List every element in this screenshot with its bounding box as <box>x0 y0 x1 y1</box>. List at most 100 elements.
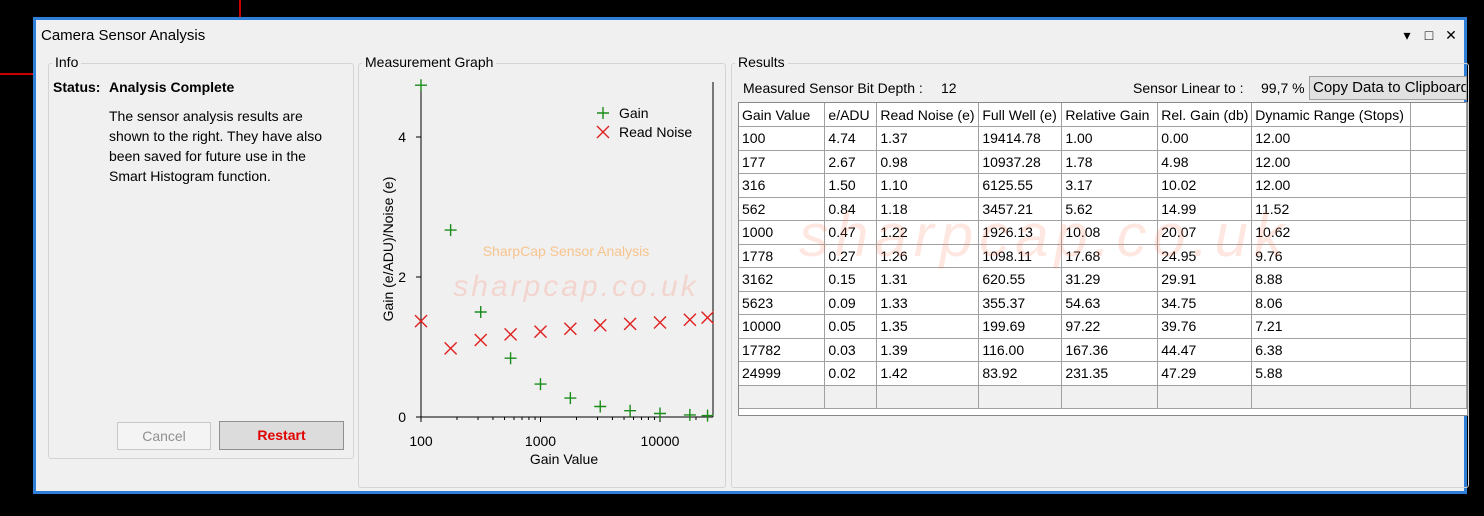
table-cell[interactable]: 10.62 <box>1251 220 1412 245</box>
table-cell[interactable]: 116.00 <box>978 338 1063 362</box>
table-cell[interactable]: 1.42 <box>876 361 980 386</box>
column-header[interactable]: Relative Gain <box>1061 103 1159 127</box>
table-cell[interactable]: 0.27 <box>824 244 878 268</box>
table-cell-empty[interactable] <box>1410 385 1467 409</box>
table-cell[interactable]: 44.47 <box>1157 338 1253 362</box>
column-header[interactable]: Rel. Gain (db) <box>1157 103 1253 127</box>
dropdown-icon[interactable]: ▾ <box>1403 27 1411 43</box>
table-cell[interactable]: 620.55 <box>978 267 1063 292</box>
table-cell[interactable]: 83.92 <box>978 361 1063 386</box>
table-cell[interactable]: 47.29 <box>1157 361 1253 386</box>
column-header[interactable]: e/ADU <box>824 103 878 127</box>
table-row[interactable]: 5623 0.09 1.33 355.37 54.63 34.75 8.06 <box>739 291 1467 315</box>
table-cell[interactable]: 0.00 <box>1157 126 1253 151</box>
table-row[interactable]: 316 1.50 1.10 6125.55 3.17 10.02 12.00 <box>739 173 1467 198</box>
table-cell[interactable]: 4.74 <box>824 126 878 151</box>
table-cell-empty[interactable] <box>876 385 980 409</box>
column-header[interactable]: Full Well (e) <box>978 103 1063 127</box>
results-table-container[interactable]: Gain Value e/ADU Read Noise (e) Full Well (… <box>738 102 1468 416</box>
table-cell[interactable]: 5.88 <box>1251 361 1412 386</box>
table-cell[interactable]: 10937.28 <box>978 150 1063 174</box>
table-cell[interactable]: 1.31 <box>876 267 980 292</box>
table-cell[interactable]: 39.76 <box>1157 314 1253 339</box>
table-cell-empty[interactable] <box>739 385 826 409</box>
table-cell[interactable]: 1.78 <box>1061 150 1159 174</box>
restart-button[interactable]: Restart <box>219 421 344 450</box>
table-cell[interactable]: 1.37 <box>876 126 980 151</box>
table-cell[interactable]: 5.62 <box>1061 197 1159 221</box>
table-cell[interactable]: 1098.11 <box>978 244 1063 268</box>
table-cell[interactable]: 11.52 <box>1251 197 1412 221</box>
table-cell[interactable]: 5623 <box>739 291 826 315</box>
table-cell[interactable]: 1.18 <box>876 197 980 221</box>
table-cell[interactable]: 6125.55 <box>978 173 1063 198</box>
table-cell[interactable]: 177 <box>739 150 826 174</box>
table-cell[interactable]: 20.07 <box>1157 220 1253 245</box>
table-cell[interactable]: 0.47 <box>824 220 878 245</box>
table-cell[interactable]: 167.36 <box>1061 338 1159 362</box>
table-cell[interactable]: 24999 <box>739 361 826 386</box>
table-row[interactable]: 177 2.67 0.98 10937.28 1.78 4.98 12.00 <box>739 150 1467 174</box>
table-cell[interactable]: 8.06 <box>1251 291 1412 315</box>
table-cell[interactable]: 0.02 <box>824 361 878 386</box>
table-cell[interactable]: 100 <box>739 126 826 151</box>
table-cell-empty[interactable] <box>1157 385 1253 409</box>
table-cell[interactable]: 10.08 <box>1061 220 1159 245</box>
column-header[interactable]: Read Noise (e) <box>876 103 980 127</box>
new-row[interactable] <box>739 385 1467 409</box>
table-cell[interactable]: 562 <box>739 197 826 221</box>
maximize-icon[interactable]: □ <box>1424 27 1434 43</box>
table-row[interactable]: 562 0.84 1.18 3457.21 5.62 14.99 11.52 <box>739 197 1467 221</box>
table-cell[interactable]: 9.76 <box>1251 244 1412 268</box>
table-cell[interactable]: 24.95 <box>1157 244 1253 268</box>
close-icon[interactable]: ✕ <box>1445 27 1457 43</box>
table-cell[interactable]: 0.05 <box>824 314 878 339</box>
table-cell[interactable]: 34.75 <box>1157 291 1253 315</box>
table-cell[interactable]: 0.15 <box>824 267 878 292</box>
table-cell[interactable]: 12.00 <box>1251 173 1412 198</box>
table-cell[interactable]: 6.38 <box>1251 338 1412 362</box>
table-cell[interactable]: 31.29 <box>1061 267 1159 292</box>
table-row[interactable]: 100 4.74 1.37 19414.78 1.00 0.00 12.00 <box>739 126 1467 151</box>
table-cell[interactable]: 3162 <box>739 267 826 292</box>
table-cell[interactable]: 1.33 <box>876 291 980 315</box>
table-cell[interactable]: 8.88 <box>1251 267 1412 292</box>
table-cell-empty[interactable] <box>978 385 1063 409</box>
table-cell[interactable]: 1.35 <box>876 314 980 339</box>
table-cell[interactable]: 4.98 <box>1157 150 1253 174</box>
table-cell[interactable]: 1.22 <box>876 220 980 245</box>
table-cell[interactable]: 19414.78 <box>978 126 1063 151</box>
table-row[interactable]: 1000 0.47 1.22 1926.13 10.08 20.07 10.62 <box>739 220 1467 245</box>
cancel-button[interactable]: Cancel <box>117 422 211 450</box>
table-cell[interactable]: 1778 <box>739 244 826 268</box>
title-bar[interactable]: Camera Sensor Analysis ▾ □ ✕ <box>36 20 1464 50</box>
table-cell[interactable]: 1.50 <box>824 173 878 198</box>
table-cell[interactable]: 17.68 <box>1061 244 1159 268</box>
table-cell-empty[interactable] <box>1251 385 1412 409</box>
table-cell[interactable]: 1.39 <box>876 338 980 362</box>
column-header[interactable]: Gain Value <box>739 103 826 127</box>
copy-data-button[interactable]: Copy Data to Clipboard <box>1309 76 1467 100</box>
table-cell[interactable]: 3457.21 <box>978 197 1063 221</box>
table-cell[interactable]: 1926.13 <box>978 220 1063 245</box>
table-cell[interactable]: 10.02 <box>1157 173 1253 198</box>
table-cell[interactable]: 97.22 <box>1061 314 1159 339</box>
table-cell[interactable]: 0.84 <box>824 197 878 221</box>
table-row[interactable]: 24999 0.02 1.42 83.92 231.35 47.29 5.88 <box>739 361 1467 386</box>
table-cell[interactable]: 14.99 <box>1157 197 1253 221</box>
table-cell[interactable]: 231.35 <box>1061 361 1159 386</box>
table-cell[interactable]: 0.09 <box>824 291 878 315</box>
table-cell[interactable]: 0.03 <box>824 338 878 362</box>
table-cell[interactable]: 29.91 <box>1157 267 1253 292</box>
column-header[interactable]: Dynamic Range (Stops) <box>1251 103 1412 127</box>
table-cell[interactable]: 12.00 <box>1251 150 1412 174</box>
table-row[interactable]: 1778 0.27 1.26 1098.11 17.68 24.95 9.76 <box>739 244 1467 268</box>
table-cell-empty[interactable] <box>1061 385 1159 409</box>
table-cell[interactable]: 7.21 <box>1251 314 1412 339</box>
table-row[interactable]: 10000 0.05 1.35 199.69 97.22 39.76 7.21 <box>739 314 1467 339</box>
table-cell[interactable]: 54.63 <box>1061 291 1159 315</box>
table-cell[interactable]: 1.10 <box>876 173 980 198</box>
table-cell[interactable]: 355.37 <box>978 291 1063 315</box>
table-cell[interactable]: 199.69 <box>978 314 1063 339</box>
table-cell[interactable]: 0.98 <box>876 150 980 174</box>
